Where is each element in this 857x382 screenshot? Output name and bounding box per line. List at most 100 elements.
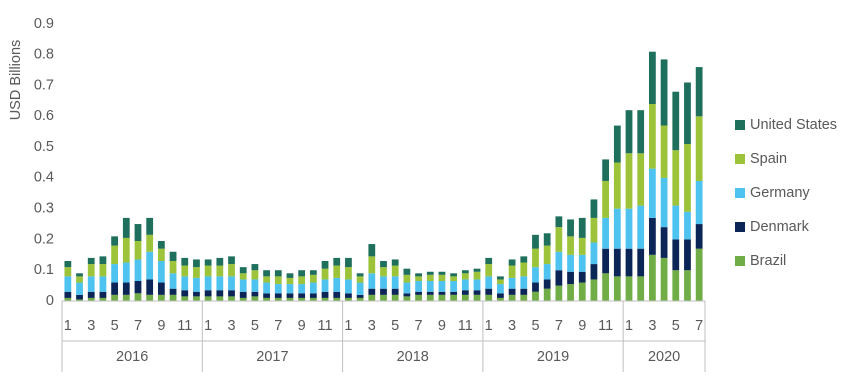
bar-segment <box>660 177 668 228</box>
bar-segment <box>321 291 329 298</box>
bar-segment <box>157 294 165 301</box>
bar-segment <box>637 248 645 277</box>
bar-segment <box>380 294 387 301</box>
bar-segment <box>450 280 458 292</box>
bar-segment <box>122 217 130 238</box>
bar-segment <box>649 104 656 169</box>
y-tick-label: 0.6 <box>34 108 54 124</box>
bar-segment <box>426 274 434 281</box>
bar-segment <box>134 259 142 281</box>
bar-segment <box>473 290 481 295</box>
bar-segment <box>485 257 493 265</box>
bar-segment <box>181 296 189 301</box>
bar-segment <box>578 217 586 238</box>
y-tick-label: 0.8 <box>34 47 54 63</box>
bar-segment <box>473 279 481 291</box>
bar-segment <box>356 297 364 301</box>
bar-segment <box>660 227 668 258</box>
bar-segment <box>204 276 212 291</box>
legend-swatch <box>735 154 745 164</box>
bar-segment <box>485 294 493 301</box>
bar-segment <box>672 150 680 206</box>
x-tick-label: 9 <box>578 318 586 334</box>
bar-segment <box>263 282 270 294</box>
bar-segment <box>438 291 446 295</box>
bar-segment <box>637 110 645 154</box>
bar-segment <box>181 276 189 291</box>
bar-segment <box>122 282 130 295</box>
x-tick-label: 1 <box>485 318 493 334</box>
bar-segment <box>695 67 703 117</box>
bar-segment <box>309 297 317 301</box>
y-tick-label: 0.7 <box>34 77 54 93</box>
bar-segment <box>649 217 656 255</box>
bar-segment <box>520 276 528 289</box>
y-tick-label: 0.2 <box>34 231 54 247</box>
bar-segment <box>368 294 376 301</box>
bar-segment <box>122 262 130 283</box>
bar-segment <box>602 180 610 218</box>
bar-segment <box>567 219 574 237</box>
bar-segment <box>146 217 154 235</box>
y-tick-label: 0.5 <box>34 139 54 155</box>
bar-segment <box>555 227 563 252</box>
x-tick-label: 5 <box>531 318 539 334</box>
bar-segment <box>391 265 399 277</box>
bar-segment <box>111 282 118 295</box>
bar-segment <box>461 273 469 280</box>
bar-segment <box>76 282 83 295</box>
bar-segment <box>204 296 212 301</box>
bar-segment <box>391 276 399 289</box>
bar-segment <box>239 297 247 301</box>
bar-segment <box>286 293 294 298</box>
bar-segment <box>508 277 516 289</box>
bar-segment <box>450 276 458 281</box>
bar-segment <box>403 293 411 297</box>
bar-segment <box>590 242 598 265</box>
bar-segment <box>64 291 72 298</box>
bar-segment <box>64 267 72 277</box>
bar-segment <box>274 276 282 285</box>
bar-segment <box>473 271 481 280</box>
bar-segment <box>660 125 668 178</box>
bar-segment <box>298 276 306 285</box>
bar-segment <box>345 257 352 268</box>
bar-segment <box>368 256 376 274</box>
bar-segment <box>602 273 610 301</box>
bar-segment <box>193 291 200 297</box>
bar-segment <box>99 264 107 277</box>
legend-label: Brazil <box>750 253 786 269</box>
bar-segment <box>613 125 621 163</box>
bar-segment <box>263 276 270 283</box>
x-group-label: 2019 <box>537 349 569 365</box>
bar-segment <box>87 257 95 265</box>
bar-segment <box>64 276 72 292</box>
bar-segment <box>87 264 95 277</box>
bar-segment <box>134 240 142 260</box>
bar-segment <box>298 270 306 277</box>
bar-segment <box>298 297 306 301</box>
bar-segment <box>111 245 118 265</box>
bar-segment <box>356 282 364 295</box>
bar-segment <box>590 279 598 301</box>
bar-segment <box>555 285 563 301</box>
bar-segment <box>216 265 224 277</box>
bar-segment <box>368 273 376 289</box>
bar-segment <box>508 265 516 278</box>
bar-segment <box>461 279 469 291</box>
bar-segment <box>169 273 177 289</box>
bar-segment <box>146 294 154 301</box>
legend-label: Denmark <box>750 219 810 235</box>
bar-segment <box>625 276 633 301</box>
bar-segment <box>251 296 259 301</box>
bar-segment <box>532 267 539 283</box>
bar-segment <box>450 291 458 295</box>
bar-segment <box>415 273 422 277</box>
bar-segment <box>415 276 422 281</box>
bar-segment <box>216 296 224 301</box>
bar-segment <box>672 239 680 271</box>
bar-segment <box>543 245 551 265</box>
bar-segment <box>286 273 294 278</box>
bar-segment <box>637 205 645 249</box>
bar-segment <box>695 224 703 249</box>
